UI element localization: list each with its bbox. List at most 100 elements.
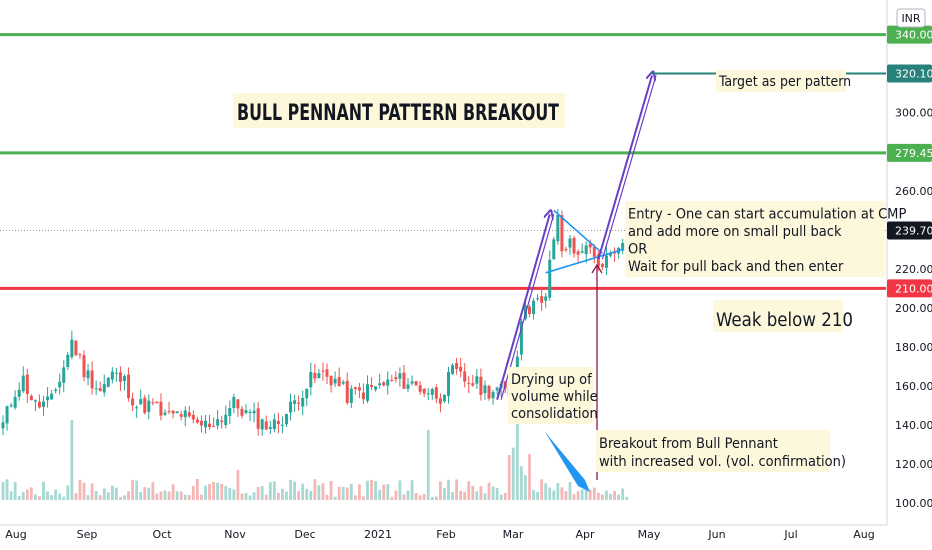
candle-body [199, 420, 203, 426]
candle-body [305, 388, 309, 399]
volume-bar [183, 494, 187, 500]
candle-body [438, 398, 442, 404]
candle-body [143, 397, 147, 413]
candle-body [240, 408, 244, 416]
candle-body [86, 370, 90, 379]
candle-body [236, 399, 240, 409]
time-tick-label: Nov [224, 528, 246, 541]
candle-body [54, 389, 58, 391]
candle-body [455, 362, 459, 369]
volume-bar [17, 495, 21, 500]
volume-bar [625, 496, 629, 500]
price-tick-label: 200.00 [895, 302, 932, 315]
candle-body [386, 379, 390, 386]
volume-bar [228, 487, 232, 500]
volume-bar [155, 493, 159, 500]
candle-body [418, 385, 422, 392]
candle-body [272, 419, 276, 430]
volume-bar [200, 494, 203, 500]
volume-bar [515, 415, 519, 500]
volume-bar [459, 490, 463, 500]
candle-body [422, 388, 426, 394]
volume-bar [447, 479, 450, 500]
candle-body [155, 401, 159, 404]
volume-bar [576, 491, 580, 500]
volume-bar [455, 479, 458, 500]
candle-body [66, 354, 70, 367]
candle-body [123, 376, 126, 382]
volume-bar [293, 481, 296, 500]
pennant-upper-line [553, 209, 603, 254]
candle-body [175, 411, 179, 414]
time-tick-label: Apr [575, 528, 595, 541]
candle-body [293, 400, 297, 404]
drawings-layer[interactable] [496, 74, 886, 492]
candle-body [212, 425, 216, 427]
volume-bar [552, 490, 556, 500]
volume-bar [613, 491, 616, 500]
volume-bar [50, 495, 53, 500]
volume-bar [621, 488, 625, 500]
volume-bar [256, 487, 260, 500]
volume-bar [260, 486, 264, 500]
target-arrow-second [601, 75, 657, 260]
volume-bar [605, 490, 608, 500]
candle-body [544, 296, 548, 301]
volume-bar [349, 483, 353, 500]
candle-body [487, 386, 491, 399]
candle-body [167, 410, 171, 412]
candle-body [25, 374, 29, 394]
volume-bar [317, 485, 321, 500]
drying-label-text: Drying up of [511, 372, 592, 388]
volume-bar [151, 482, 155, 500]
volume-bar [426, 430, 430, 500]
candle-body [560, 215, 564, 252]
candle-body [398, 373, 402, 379]
volume-bar [353, 495, 357, 500]
volume-layer [1, 415, 629, 500]
volume-pointer-arrow [545, 432, 590, 492]
volume-bar [272, 481, 276, 500]
chart-title: BULL PENNANT PATTERN BREAKOUT [237, 101, 559, 126]
volume-bar [329, 480, 333, 500]
candle-body [183, 410, 187, 418]
target-arrow [597, 76, 652, 260]
volume-bar [305, 488, 309, 500]
candle-body [78, 354, 82, 356]
candle-body [187, 412, 191, 417]
candle-body [451, 365, 455, 374]
volume-bar [216, 482, 220, 500]
volume-bar [617, 494, 620, 500]
volume-bar [34, 494, 37, 500]
volume-bar [532, 489, 535, 500]
candle-body [29, 395, 33, 401]
volume-bar [285, 491, 288, 500]
candle-body [434, 387, 438, 399]
volume-bar [102, 488, 106, 500]
candle-body [568, 238, 572, 248]
volume-bar [568, 481, 572, 500]
volume-bar [244, 492, 248, 500]
entry-label-bg [625, 201, 885, 277]
price-tag-bg [887, 143, 932, 162]
volume-bar [374, 481, 377, 500]
volume-bar [410, 480, 414, 500]
volume-bar [86, 495, 90, 500]
candle-body [260, 419, 264, 430]
candle-body [414, 381, 418, 386]
volume-bar [503, 492, 507, 500]
candle-body [528, 306, 531, 315]
volume-bar [74, 493, 78, 500]
candle-body [609, 253, 612, 256]
candle-body [102, 384, 106, 393]
candle-body [110, 371, 114, 380]
candle-body [447, 371, 450, 396]
volume-bar [495, 487, 499, 500]
volume-bar [572, 494, 576, 500]
volume-bar [430, 496, 434, 500]
candle-body [532, 300, 536, 315]
breakout-label-text: Breakout from Bull Pennant [599, 436, 778, 452]
candle-body [208, 423, 212, 428]
candle-body [329, 376, 333, 386]
